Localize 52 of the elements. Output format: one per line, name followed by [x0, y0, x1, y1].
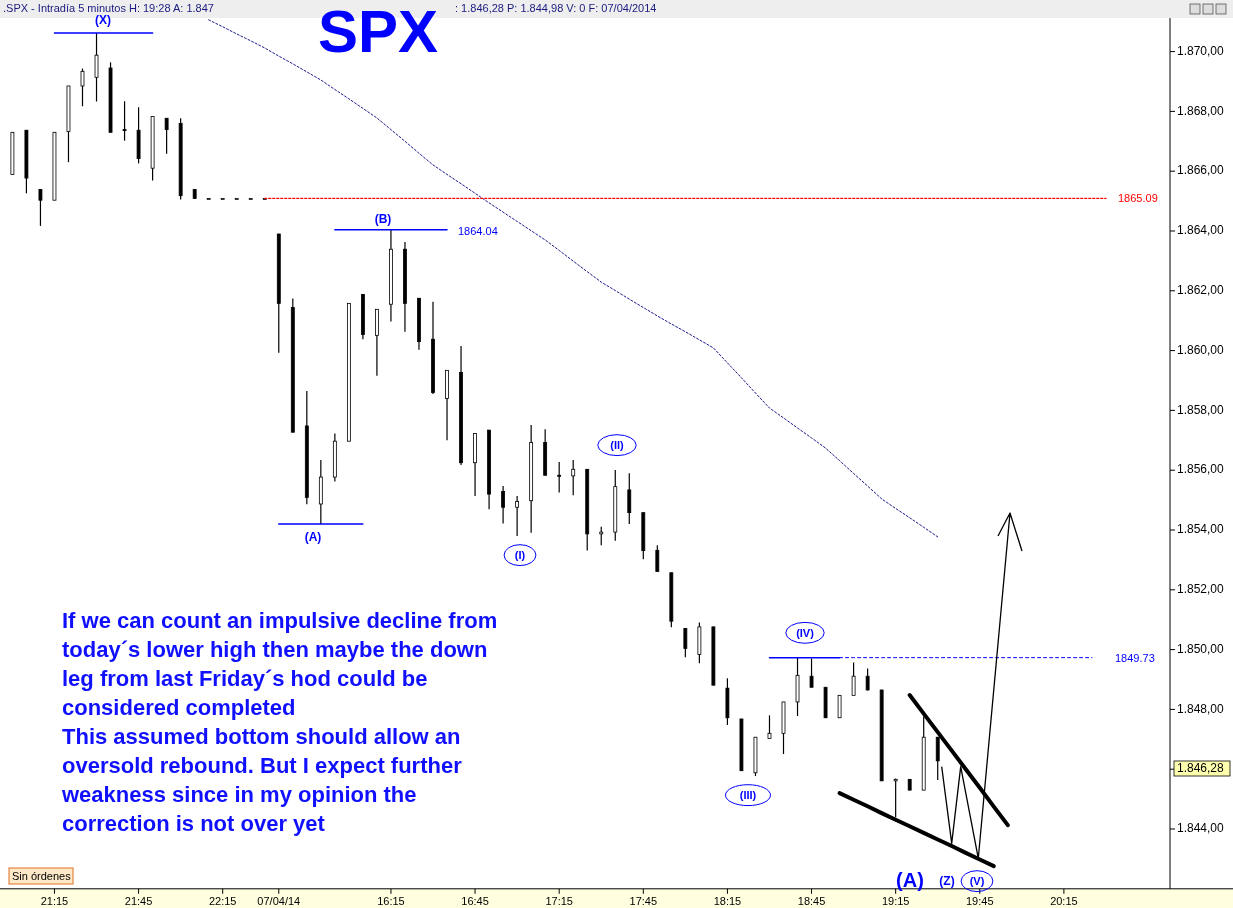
x-tick-label: 18:45 [797, 894, 826, 907]
annotation: leg from last Friday´s hod could be [62, 666, 428, 691]
y-tick-label: 1.856,00 [1177, 462, 1225, 477]
chart-subtitle: .SPX - Intradía 5 minutos H: 19:28 A: 1.847 [3, 2, 214, 14]
text: : 1.846,28 P: 1.844,98 V: 0 F: 07/04/2014 [455, 2, 657, 14]
text: 1.846,28 [1177, 761, 1225, 775]
annotation: 1865.09 [1118, 192, 1158, 204]
x-tick-label: 16:15 [377, 894, 405, 907]
annotation: If we can count an impulsive decline from [62, 608, 498, 633]
annotation: This assumed bottom should allow an [62, 724, 461, 749]
x-tick-label: 19:15 [881, 894, 910, 907]
y-tick-label: 1.870,00 [1177, 43, 1225, 58]
annotation: (IV) [796, 626, 815, 639]
annotation: (V) [969, 875, 985, 887]
y-tick-label: 1.868,00 [1177, 103, 1225, 118]
chart-title: SPX [317, 0, 439, 65]
annotation: Sin órdenes [12, 870, 72, 882]
x-tick-label: 17:45 [629, 894, 658, 907]
x-tick-label: 20:15 [1050, 894, 1078, 907]
annotation: (B) [374, 211, 392, 226]
y-tick-label: 1.852,00 [1177, 581, 1225, 596]
y-tick-label: 1.864,00 [1177, 223, 1225, 238]
x-tick-label: 21:45 [124, 894, 153, 907]
x-tick-label: 18:15 [713, 894, 742, 907]
x-tick-label: 16:45 [461, 894, 489, 907]
y-tick-label: 1.862,00 [1177, 282, 1225, 297]
annotation: (III) [739, 789, 757, 801]
x-tick-label: 07/04/14 [257, 894, 301, 907]
y-tick-label: 1.850,00 [1177, 641, 1225, 656]
y-tick-label: 1.858,00 [1177, 402, 1225, 417]
y-tick-label: 1.866,00 [1177, 163, 1225, 178]
annotation: correction is not over yet [62, 811, 326, 836]
annotation: 1864.04 [458, 225, 498, 237]
x-tick-label: 19:45 [966, 894, 994, 907]
annotation: (X) [95, 13, 111, 28]
annotation: (II) [610, 439, 625, 451]
y-tick-label: 1.844,00 [1177, 821, 1225, 836]
annotation: considered completed [62, 695, 296, 720]
y-tick-label: 1.860,00 [1177, 342, 1225, 357]
x-tick-label: 21:15 [40, 894, 69, 907]
y-tick-label: 1.848,00 [1177, 701, 1225, 716]
x-tick-label: 17:15 [545, 894, 573, 907]
annotation: 1849.73 [1115, 652, 1155, 664]
annotation: (Z) [939, 874, 955, 888]
annotation: (A) [304, 530, 322, 545]
annotation: (I) [514, 548, 526, 561]
annotation: weakness since in my opinion the [61, 782, 417, 807]
annotation: oversold rebound. But I expect further [62, 753, 463, 778]
y-tick-label: 1.854,00 [1177, 522, 1225, 537]
annotation: today´s lower high then maybe the down [62, 637, 488, 662]
annotation: (A) [896, 869, 924, 891]
x-tick-label: 22:15 [208, 894, 237, 907]
